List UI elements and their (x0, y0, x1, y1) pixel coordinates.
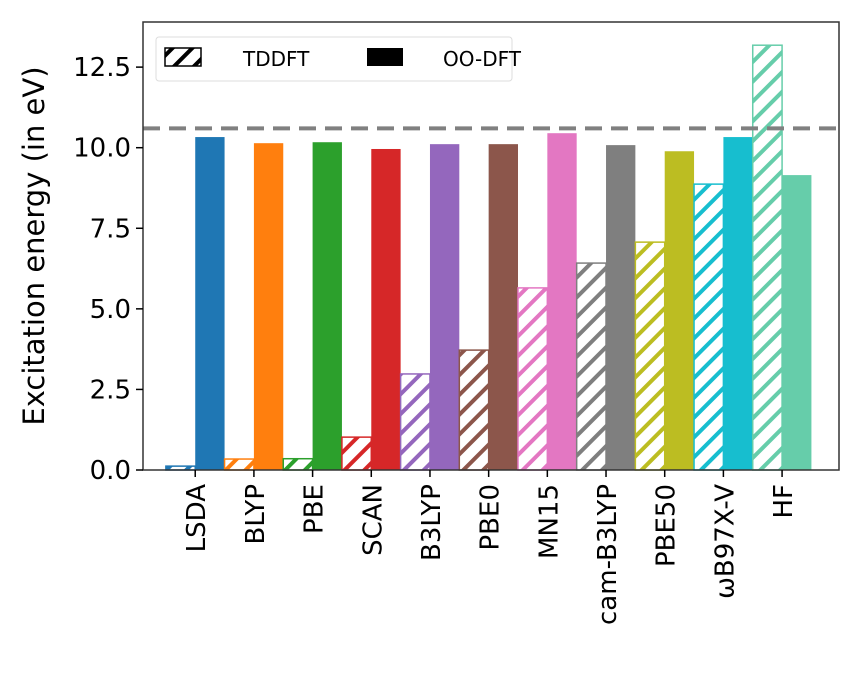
x-tick-label: LSDA (182, 484, 212, 553)
y-tick-label: 12.5 (73, 53, 131, 83)
bar-tddft-8 (634, 241, 666, 471)
bar-tddft-5 (458, 349, 490, 471)
plot-frame (142, 21, 840, 471)
legend-swatch-tddft (164, 47, 202, 67)
legend-label-oodft: OO-DFT (443, 47, 522, 71)
x-tick-label: SCAN (358, 484, 388, 556)
y-tick-label: 0.0 (90, 456, 131, 486)
x-tick-label: BLYP (241, 484, 271, 544)
legend: TDDFT OO-DFT (155, 36, 522, 82)
bar-tddft-6 (517, 287, 549, 471)
bar-tddft-3 (341, 436, 373, 471)
bar-tddft-10 (751, 44, 783, 471)
bar-tddft-2 (282, 457, 314, 471)
bar-oodft-7 (606, 145, 636, 470)
y-axis-label: Excitation energy (in eV) (17, 66, 51, 425)
bar-oodft-5 (488, 144, 518, 470)
bar-oodft-0 (195, 137, 225, 470)
x-tick-label: B3LYP (417, 484, 447, 561)
y-tick-label: 5.0 (90, 295, 131, 325)
x-tick-label: ωB97X-V (710, 484, 740, 599)
x-axis: LSDA BLYP PBE SCAN B3LYP PBE0 MN15 cam-B3LYP PBE… (182, 470, 799, 625)
y-axis: 0.0 2.5 5.0 7.5 10.0 12.5 (73, 53, 143, 486)
y-tick-label: 2.5 (90, 375, 131, 405)
bar-oodft-8 (664, 151, 695, 470)
bar-oodft-2 (312, 142, 342, 471)
legend-swatch-oodft (367, 48, 403, 66)
bar-oodft-10 (782, 175, 812, 471)
legend-label-tddft: TDDFT (242, 47, 310, 71)
x-tick-label: PBE0 (476, 484, 506, 551)
bar-tddft-4 (399, 373, 431, 471)
bar-oodft-9 (723, 137, 753, 470)
x-tick-label: PBE50 (652, 484, 682, 567)
bar-oodft-3 (371, 148, 401, 470)
y-tick-label: 7.5 (90, 214, 131, 244)
bar-oodft-6 (547, 133, 577, 470)
bar-tddft-7 (575, 262, 607, 471)
x-tick-label: cam-B3LYP (593, 484, 623, 625)
bars-group (165, 44, 812, 471)
x-tick-label: PBE (300, 484, 330, 534)
y-tick-label: 10.0 (73, 134, 131, 164)
bar-oodft-4 (429, 144, 460, 470)
bar-tddft-1 (223, 458, 255, 471)
x-tick-label: HF (769, 484, 799, 519)
bar-oodft-1 (253, 143, 284, 470)
x-tick-label: MN15 (534, 484, 564, 559)
bar-tddft-9 (693, 183, 725, 471)
